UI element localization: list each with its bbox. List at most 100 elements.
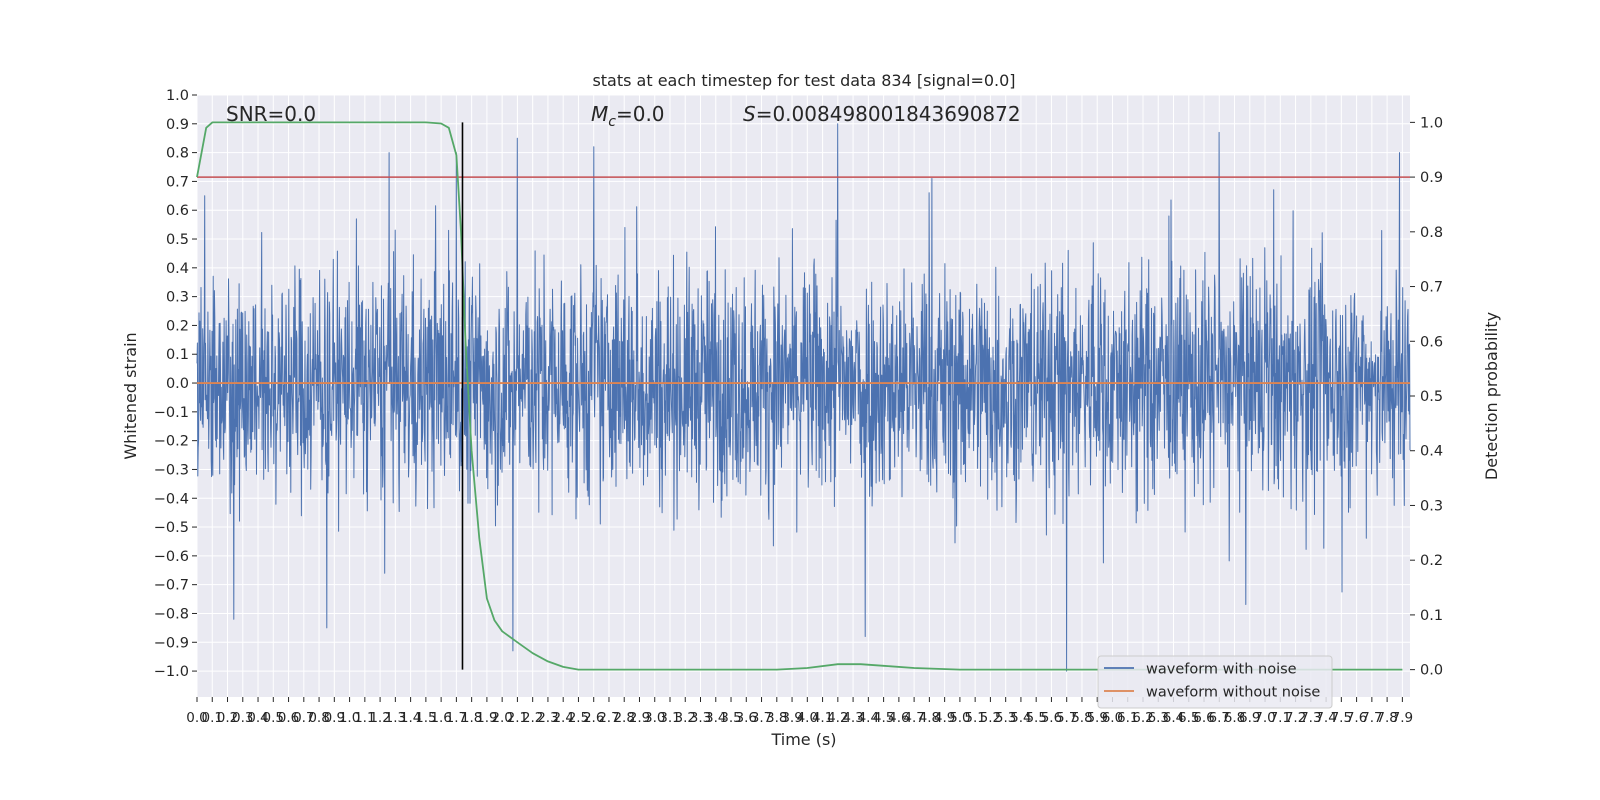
right-tick-label: 0.8 bbox=[1420, 225, 1443, 241]
x-tick-label: 4.9 bbox=[934, 710, 955, 726]
x-tick-label: 3.8 bbox=[766, 710, 787, 726]
x-tick-label: 0.0 bbox=[186, 710, 207, 726]
x-tick-label: 6.5 bbox=[1178, 710, 1199, 726]
x-tick-label: 7.8 bbox=[1376, 710, 1397, 726]
left-tick-label: 1.0 bbox=[166, 88, 189, 104]
chirp-mass-annotation: Mc=0.0 bbox=[591, 102, 665, 130]
x-tick-label: 4.2 bbox=[827, 710, 848, 726]
right-tick-label: 1.0 bbox=[1420, 115, 1443, 131]
right-tick-label: 0.3 bbox=[1420, 498, 1443, 514]
x-tick-label: 1.5 bbox=[415, 710, 436, 726]
legend: waveform with noise waveform without noi… bbox=[1097, 655, 1333, 709]
x-tick-label: 3.3 bbox=[690, 710, 711, 726]
x-tick-label: 4.5 bbox=[873, 710, 894, 726]
left-tick-label: 0.9 bbox=[166, 117, 189, 133]
x-tick-label: 6.0 bbox=[1102, 710, 1123, 726]
right-tick-label: 0.6 bbox=[1420, 334, 1443, 350]
right-tick-label: 0.9 bbox=[1420, 170, 1443, 186]
left-tick-label: −0.5 bbox=[154, 520, 189, 536]
x-tick-label: 6.3 bbox=[1148, 710, 1169, 726]
x-tick-label: 2.4 bbox=[552, 710, 573, 726]
left-tick-label: 0.2 bbox=[166, 318, 189, 334]
left-tick-label: −0.9 bbox=[154, 635, 189, 651]
x-tick-label: 3.1 bbox=[659, 710, 680, 726]
right-tick-label: 0.7 bbox=[1420, 280, 1443, 296]
x-tick-label: 0.3 bbox=[232, 710, 253, 726]
x-tick-label: 3.2 bbox=[675, 710, 696, 726]
chart-title: stats at each timestep for test data 834… bbox=[592, 71, 1015, 90]
x-tick-label: 0.5 bbox=[263, 710, 284, 726]
waveform-with-noise-line bbox=[196, 123, 1411, 672]
x-tick-label: 0.9 bbox=[324, 710, 345, 726]
left-y-ticks: 1.0 0.9 0.8 0.7 0.6 0.5 0.4 0.3 0.2 0.1 0.0 −0.1 −0.… bbox=[154, 88, 197, 680]
x-tick-label: 0.6 bbox=[278, 710, 299, 726]
right-y-ticks: 1.0 0.9 0.8 0.7 0.6 0.5 0.4 0.3 0.2 0.1 0.0 bbox=[1410, 115, 1443, 679]
x-tick-label: 1.0 bbox=[339, 710, 360, 726]
x-tick-label: 5.3 bbox=[995, 710, 1016, 726]
x-tick-label: 1.6 bbox=[430, 710, 451, 726]
left-tick-label: 0.6 bbox=[166, 203, 189, 219]
x-tick-label: 0.7 bbox=[293, 710, 314, 726]
x-tick-label: 7.4 bbox=[1315, 710, 1336, 726]
x-tick-label: 5.6 bbox=[1041, 710, 1062, 726]
left-tick-label: 0.4 bbox=[166, 261, 189, 277]
x-tick-label: 7.5 bbox=[1331, 710, 1352, 726]
x-tick-label: 6.8 bbox=[1224, 710, 1245, 726]
x-tick-label: 7.1 bbox=[1270, 710, 1291, 726]
left-tick-label: −1.0 bbox=[154, 664, 189, 680]
x-tick-label: 7.6 bbox=[1346, 710, 1367, 726]
x-tick-label: 2.7 bbox=[598, 710, 619, 726]
x-tick-label: 2.0 bbox=[491, 710, 512, 726]
left-tick-label: 0.1 bbox=[166, 347, 189, 363]
x-tick-label: 7.2 bbox=[1285, 710, 1306, 726]
x-ticks: 0.00.10.20.30.40.50.60.70.80.91.01.11.2 1… bbox=[186, 697, 1413, 726]
x-tick-label: 0.8 bbox=[308, 710, 329, 726]
x-tick-label: 1.2 bbox=[369, 710, 390, 726]
x-tick-label: 1.1 bbox=[354, 710, 375, 726]
x-tick-label: 6.6 bbox=[1193, 710, 1214, 726]
x-tick-label: 2.6 bbox=[583, 710, 604, 726]
x-tick-label: 4.4 bbox=[858, 710, 879, 726]
x-tick-label: 1.9 bbox=[476, 710, 497, 726]
x-tick-label: 6.1 bbox=[1117, 710, 1138, 726]
detection-probability-line bbox=[196, 121, 1403, 671]
right-tick-label: 0.0 bbox=[1420, 663, 1443, 679]
left-tick-label: 0.3 bbox=[166, 290, 189, 306]
y-axis-label-left: Whitened strain bbox=[121, 332, 140, 459]
x-tick-label: 3.5 bbox=[720, 710, 741, 726]
x-tick-label: 7.7 bbox=[1361, 710, 1382, 726]
x-tick-label: 5.9 bbox=[1086, 710, 1107, 726]
x-tick-label: 4.6 bbox=[888, 710, 909, 726]
left-tick-label: −0.1 bbox=[154, 405, 189, 421]
x-tick-label: 0.2 bbox=[217, 710, 238, 726]
x-tick-label: 6.9 bbox=[1239, 710, 1260, 726]
left-tick-label: −0.2 bbox=[154, 434, 189, 450]
x-tick-label: 4.7 bbox=[903, 710, 924, 726]
left-tick-label: 0.8 bbox=[166, 146, 189, 162]
left-tick-label: −0.6 bbox=[154, 549, 189, 565]
y-axis-label-right: Detection probability bbox=[1482, 312, 1501, 480]
left-tick-label: −0.7 bbox=[154, 578, 189, 594]
right-tick-label: 0.1 bbox=[1420, 608, 1443, 624]
x-tick-label: 4.3 bbox=[842, 710, 863, 726]
x-tick-label: 0.1 bbox=[202, 710, 223, 726]
x-tick-label: 4.8 bbox=[919, 710, 940, 726]
right-tick-label: 0.2 bbox=[1420, 553, 1443, 569]
left-tick-label: −0.3 bbox=[154, 462, 189, 478]
x-tick-label: 6.4 bbox=[1163, 710, 1184, 726]
snr-annotation: SNR=0.0 bbox=[226, 102, 316, 126]
x-tick-label: 5.0 bbox=[949, 710, 970, 726]
x-tick-label: 7.0 bbox=[1254, 710, 1275, 726]
x-tick-label: 1.7 bbox=[446, 710, 467, 726]
x-tick-label: 2.1 bbox=[507, 710, 528, 726]
x-tick-label: 0.4 bbox=[247, 710, 268, 726]
x-tick-label: 4.0 bbox=[797, 710, 818, 726]
left-tick-label: 0.7 bbox=[166, 174, 189, 190]
x-tick-label: 5.2 bbox=[980, 710, 1001, 726]
lines-layer bbox=[196, 121, 1410, 671]
x-tick-label: 7.9 bbox=[1392, 710, 1413, 726]
x-tick-label: 3.0 bbox=[644, 710, 665, 726]
legend-label-waveform-with-noise: waveform with noise bbox=[1146, 662, 1297, 678]
left-tick-label: −0.4 bbox=[154, 491, 189, 507]
